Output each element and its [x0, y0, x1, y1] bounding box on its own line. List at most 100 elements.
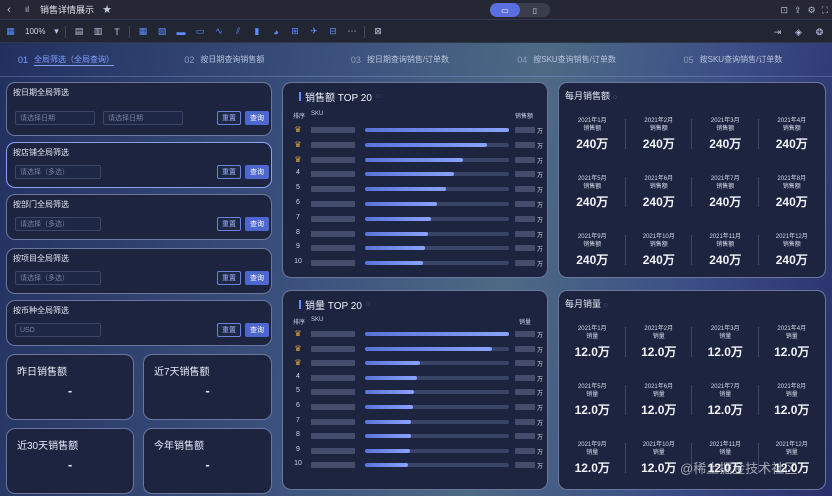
month-label: 2021年6月 — [644, 383, 674, 390]
bar-fill — [365, 346, 492, 351]
col-header-sku: SKU — [311, 111, 324, 117]
export-icon[interactable]: ⇥ — [773, 26, 782, 37]
query-button[interactable]: 查询 — [245, 217, 269, 231]
step-4[interactable]: 04 按SKU查询销售/订单数 — [499, 54, 665, 65]
board-icon[interactable]: ▥ — [93, 26, 103, 36]
month-value: 240万 — [775, 252, 808, 267]
month-value: 12.0万 — [574, 344, 610, 359]
metric-label: 销售额 — [583, 183, 602, 190]
card-icon[interactable]: ▬ — [176, 26, 186, 37]
month-label: 2021年8月 — [777, 383, 807, 390]
settings-icon[interactable]: ⚙ — [807, 4, 816, 15]
col-header-rank: 排序 — [293, 320, 306, 326]
info-icon[interactable]: ◌ — [612, 94, 617, 101]
text-icon[interactable]: T — [114, 26, 120, 37]
combo-chart-icon[interactable]: ⊞ — [291, 26, 299, 36]
reset-button[interactable]: 重置 — [217, 111, 241, 125]
info-icon[interactable]: ◌ — [603, 302, 608, 309]
star-icon[interactable]: ★ — [102, 4, 112, 16]
filter-card-1: 按日期全局筛选请选择日期 请选择日期 重置 查询 — [6, 82, 272, 136]
crown-icon: ♛ — [294, 125, 302, 134]
funnel-icon[interactable]: ⊟ — [329, 26, 337, 36]
zoom-select[interactable]: 100% — [25, 27, 46, 36]
info-icon[interactable]: ◌ — [365, 301, 371, 308]
desktop-view-icon[interactable]: ▭ — [490, 3, 520, 17]
rank-cell: 4 — [296, 372, 300, 380]
unit-label: 万 — [537, 217, 544, 224]
more-charts-icon[interactable]: ⋯ — [347, 26, 357, 36]
fullscreen-icon[interactable]: ⛶ — [821, 4, 828, 15]
reset-button[interactable]: 重置 — [217, 217, 241, 231]
bar-track — [365, 187, 509, 192]
month-cell: 2021年7月 销售额 240万 — [692, 163, 759, 221]
date-input[interactable]: 请选择日期 — [103, 111, 183, 125]
step-3[interactable]: 03 按日期查询销售/订单数 — [333, 54, 499, 65]
month-label: 2021年4月 — [777, 117, 807, 124]
month-label: 2021年1月 — [577, 325, 607, 332]
map-icon[interactable]: ✈ — [310, 26, 318, 36]
filter-icon[interactable]: ⊠ — [374, 26, 382, 36]
bar-fill — [365, 187, 446, 192]
bar-fill — [365, 375, 417, 380]
line-chart-icon[interactable]: ∿ — [215, 26, 223, 36]
device-toggle[interactable]: ▭ ▯ — [490, 3, 550, 17]
monthly-qty-panel: 每月销量 ◌ 2021年1月 销量 12.0万 2021年2月 销量 12.0万 2021年… — [558, 290, 826, 490]
layout-icon[interactable]: ▦ — [6, 26, 15, 36]
month-label: 2021年11月 — [709, 441, 742, 448]
amount-cell-masked — [515, 389, 535, 396]
unit-label: 万 — [537, 247, 544, 254]
kpi-icon[interactable]: ▭ — [195, 26, 205, 36]
share-icon[interactable]: ⇪ — [794, 4, 802, 15]
month-value: 12.0万 — [774, 460, 810, 475]
reset-button[interactable]: 重置 — [217, 271, 241, 285]
table-icon[interactable]: ▦ — [138, 26, 148, 36]
sku-cell-masked — [311, 245, 355, 252]
filter-title: 按日期全局筛选 — [13, 88, 69, 97]
step-5[interactable]: 05 按SKU查询销售/订单数 — [666, 54, 832, 65]
query-button[interactable]: 查询 — [245, 111, 269, 125]
step-1[interactable]: 01 全局筛选（全局查询） — [0, 54, 166, 66]
query-button[interactable]: 查询 — [245, 165, 269, 179]
crosstab-icon[interactable]: ▧ — [157, 26, 167, 36]
query-button[interactable]: 查询 — [245, 323, 269, 337]
bar-fill — [365, 448, 410, 453]
query-button[interactable]: 查询 — [245, 271, 269, 285]
bar-track — [365, 390, 509, 395]
grid-icon[interactable]: ▤ — [74, 26, 84, 36]
crown-icon: ♛ — [294, 358, 302, 368]
mobile-view-icon[interactable]: ▯ — [532, 5, 538, 15]
bar-line-icon[interactable]: ⫽ — [235, 26, 240, 36]
select-input[interactable]: 请选择（多选） — [15, 271, 101, 285]
layers-icon[interactable]: ◈ — [795, 26, 802, 37]
month-cell: 2021年5月 销量 12.0万 — [559, 371, 626, 429]
select-input[interactable]: 请选择（多选） — [15, 165, 101, 179]
back-icon[interactable]: ‹ — [7, 3, 11, 16]
info-icon[interactable]: ◌ — [375, 93, 381, 100]
month-cell: 2021年6月 销量 12.0万 — [626, 371, 693, 429]
reset-button[interactable]: 重置 — [217, 165, 241, 179]
lock-icon[interactable]: ⊡ — [780, 4, 789, 15]
reset-button[interactable]: 重置 — [217, 323, 241, 337]
rank-cell: ♛ — [293, 125, 303, 134]
step-label: 全局筛选（全局查询） — [34, 54, 115, 66]
month-value: 12.0万 — [707, 460, 743, 475]
metric-label: 销售额 — [583, 241, 602, 248]
pie-chart-icon[interactable]: ◕ — [273, 26, 279, 37]
rank-cell: ♛ — [293, 358, 303, 367]
bar-track — [365, 128, 509, 132]
step-2[interactable]: 02 按日期查询销售额 — [166, 54, 332, 65]
bar-chart-icon[interactable]: ▮ — [254, 26, 260, 36]
unit-label: 万 — [537, 188, 544, 195]
date-input[interactable]: 请选择日期 — [15, 111, 95, 125]
step-label: 按日期查询销售/订单数 — [366, 55, 450, 64]
month-cell: 2021年4月 销售额 240万 — [759, 105, 826, 163]
select-input[interactable]: 请选择（多选） — [15, 217, 101, 231]
theme-icon[interactable]: ❂ — [815, 26, 824, 37]
select-input[interactable]: USD — [15, 323, 101, 337]
unit-label: 万 — [537, 376, 544, 383]
kpi-card-30days: 近30天销售额 - — [6, 428, 134, 494]
chevron-down-icon[interactable]: ▾ — [54, 26, 59, 36]
kpi-value: - — [205, 383, 210, 398]
